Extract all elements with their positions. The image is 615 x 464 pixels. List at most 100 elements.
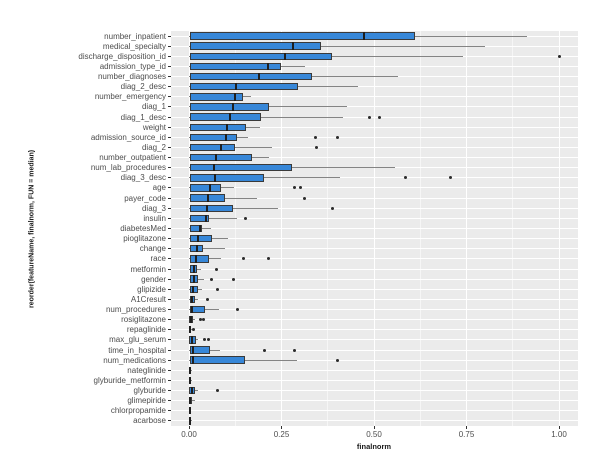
outlier-point bbox=[207, 338, 211, 342]
median-line bbox=[205, 214, 208, 223]
iqr-box bbox=[190, 153, 252, 162]
y-tick-mark bbox=[167, 177, 171, 179]
iqr-box bbox=[190, 42, 322, 50]
median-line bbox=[192, 285, 195, 293]
y-category-label: number_inpatient bbox=[104, 31, 166, 41]
median-line bbox=[231, 103, 234, 111]
iqr-box bbox=[190, 174, 265, 182]
outlier-point bbox=[203, 338, 207, 342]
gridline-vertical-major bbox=[373, 31, 375, 426]
median-line bbox=[224, 133, 227, 142]
y-tick-mark bbox=[167, 278, 171, 280]
y-category-label: glipizide bbox=[137, 284, 166, 294]
y-tick-mark bbox=[167, 106, 171, 108]
x-tick-mark bbox=[373, 426, 375, 429]
outlier-point bbox=[377, 115, 381, 119]
median-line bbox=[233, 93, 236, 101]
median-line bbox=[197, 234, 200, 243]
y-category-label: number_emergency bbox=[94, 92, 166, 102]
outlier-point bbox=[192, 328, 196, 332]
median-line bbox=[188, 417, 191, 425]
iqr-box bbox=[190, 356, 245, 364]
median-line bbox=[193, 265, 196, 273]
gridline-vertical-minor bbox=[234, 31, 236, 426]
whisker-line bbox=[189, 207, 279, 209]
y-category-label: time_in_hospital bbox=[108, 345, 166, 355]
y-axis-title: reorder(featureName, finalnorm, FUN = me… bbox=[28, 149, 36, 308]
y-category-label: number_outpatient bbox=[99, 153, 166, 163]
y-category-label: A1Cresult bbox=[130, 294, 166, 304]
y-tick-mark bbox=[167, 86, 171, 88]
median-line bbox=[192, 346, 195, 354]
iqr-box bbox=[189, 336, 197, 344]
y-tick-mark bbox=[167, 65, 171, 67]
y-tick-mark bbox=[167, 309, 171, 311]
median-line bbox=[192, 356, 195, 364]
whisker-line bbox=[189, 45, 485, 47]
iqr-box bbox=[190, 204, 234, 212]
gridline-vertical-minor bbox=[327, 31, 329, 426]
y-tick-mark bbox=[167, 379, 171, 381]
y-tick-mark bbox=[167, 390, 171, 392]
outlier-point bbox=[403, 176, 407, 180]
y-category-label: number_diagnoses bbox=[97, 72, 166, 82]
x-tick-mark bbox=[558, 426, 560, 429]
y-tick-mark bbox=[167, 197, 171, 199]
median-line bbox=[190, 386, 193, 395]
x-axis-title: finalnorm bbox=[356, 442, 392, 451]
median-line bbox=[188, 407, 191, 415]
median-line bbox=[229, 113, 232, 121]
outlier-point bbox=[210, 277, 214, 281]
whisker-line bbox=[189, 248, 225, 250]
y-category-label: diag_3 bbox=[141, 203, 166, 213]
y-category-label: chlorpropamide bbox=[110, 406, 166, 416]
gridline-vertical-minor bbox=[419, 31, 421, 426]
y-tick-mark bbox=[167, 359, 171, 361]
outlier-point bbox=[231, 277, 235, 281]
outlier-point bbox=[293, 186, 297, 190]
iqr-box bbox=[190, 143, 235, 152]
y-category-label: max_glu_serum bbox=[109, 335, 166, 345]
outlier-point bbox=[367, 115, 371, 119]
y-category-label: diag_2_desc bbox=[120, 82, 166, 92]
y-tick-mark bbox=[167, 420, 171, 422]
median-line bbox=[206, 204, 209, 212]
median-line bbox=[196, 245, 199, 253]
median-line bbox=[195, 255, 198, 263]
y-category-label: num_lab_procedures bbox=[90, 163, 166, 173]
iqr-box bbox=[190, 184, 221, 192]
y-tick-mark bbox=[167, 116, 171, 118]
median-line bbox=[363, 32, 365, 40]
median-line bbox=[188, 376, 191, 385]
y-category-label: glyburide_metformin bbox=[93, 375, 166, 385]
y-category-label: insulin bbox=[143, 213, 166, 223]
y-tick-mark bbox=[167, 45, 171, 47]
y-tick-mark bbox=[167, 228, 171, 229]
outlier-point bbox=[315, 145, 319, 149]
y-tick-mark bbox=[167, 339, 171, 341]
y-category-label: diabetesMed bbox=[120, 224, 166, 233]
median-line bbox=[226, 123, 229, 131]
median-line bbox=[193, 275, 196, 283]
y-tick-mark bbox=[167, 187, 171, 189]
y-category-label: glimepiride bbox=[127, 396, 166, 406]
y-tick-mark bbox=[167, 400, 171, 402]
outlier-point bbox=[236, 308, 240, 312]
y-category-label: race bbox=[150, 254, 166, 264]
outlier-point bbox=[331, 206, 335, 210]
y-category-label: weight bbox=[142, 122, 166, 132]
iqr-box bbox=[190, 62, 281, 71]
y-tick-mark bbox=[167, 248, 171, 250]
whisker-line bbox=[189, 217, 238, 219]
median-line bbox=[213, 164, 216, 172]
outlier-point bbox=[298, 186, 302, 190]
iqr-box bbox=[190, 234, 213, 243]
iqr-box bbox=[190, 32, 416, 40]
whisker-line bbox=[189, 400, 195, 402]
y-tick-mark bbox=[167, 369, 171, 371]
outlier-point bbox=[336, 135, 340, 139]
y-tick-mark bbox=[167, 217, 171, 219]
gridline-vertical-major bbox=[466, 31, 467, 426]
y-tick-mark bbox=[167, 157, 171, 159]
